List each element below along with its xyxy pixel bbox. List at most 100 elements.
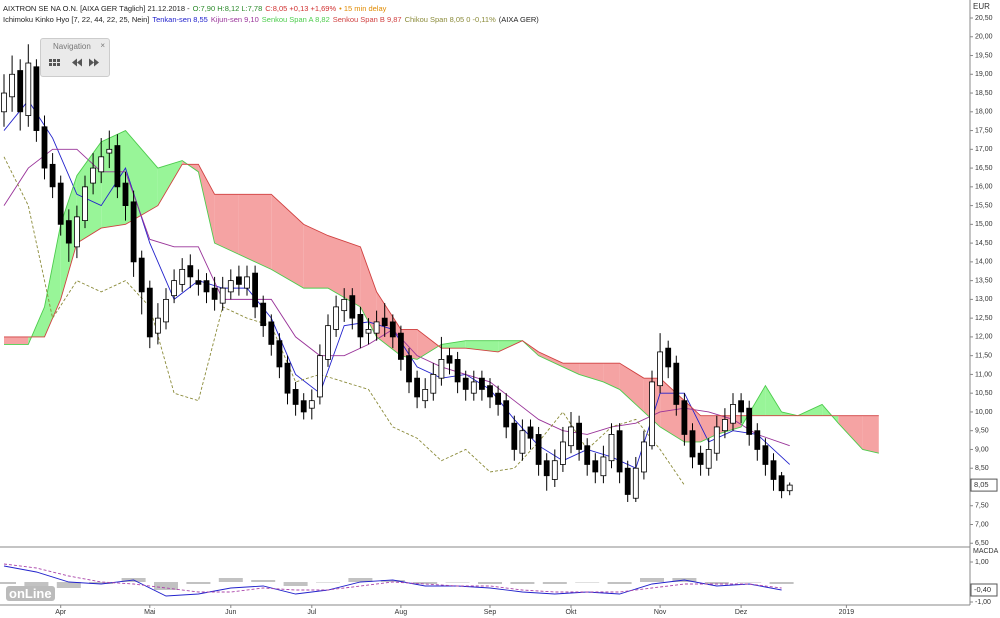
y-tick-label: 15,00 — [975, 221, 993, 228]
candle-body — [438, 359, 445, 379]
candle-body — [665, 347, 672, 368]
candle-body — [211, 287, 218, 300]
y-tick-label: 7,00 — [975, 521, 989, 528]
candle-body — [74, 216, 80, 248]
candle-body — [730, 404, 736, 424]
y-tick-label: 6,50 — [975, 540, 989, 547]
cloud-fill — [271, 194, 304, 289]
cloud-fill — [562, 363, 580, 375]
candle-body — [519, 430, 526, 454]
y-tick-label: 17,00 — [975, 146, 993, 153]
macd-bar — [316, 582, 340, 583]
candle-body — [235, 276, 242, 285]
macd-bar — [737, 582, 762, 583]
candle-body — [381, 317, 388, 327]
delay: • 15 min delay — [339, 4, 387, 13]
candle-body — [543, 460, 550, 477]
candle-body — [154, 317, 161, 334]
legend-entry: Senkou Span B 9,87 — [332, 15, 402, 24]
y-tick-label: 13,00 — [975, 296, 993, 303]
candle-body — [568, 426, 574, 447]
cloud-fill — [538, 351, 563, 367]
y-tick-label: 20,00 — [975, 34, 993, 41]
indicator: Ichimoku Kinko Hyo [7, 22, 44, 22, 25, N… — [3, 15, 150, 24]
candle-body — [227, 280, 234, 293]
cloud-fill — [303, 224, 328, 289]
x-tick-label: 2019 — [839, 609, 855, 616]
y-tick-label: 18,50 — [975, 90, 993, 97]
macd-bar — [0, 582, 16, 584]
macd-bar — [413, 582, 438, 584]
indicator-line — [3, 156, 685, 486]
x-tick-label: Sep — [484, 609, 497, 616]
macd-signal — [3, 563, 782, 593]
candle-body — [106, 148, 113, 154]
candle-body — [138, 257, 145, 293]
y-tick-label: 1,00 — [975, 559, 989, 566]
candle-body — [462, 377, 469, 390]
candle-body — [179, 268, 186, 285]
header-line: AIXTRON SE NA O.N. [AIXA GER Täglich] 21… — [3, 4, 389, 13]
candle-body — [17, 70, 24, 113]
candle-body — [414, 377, 421, 398]
candle-body — [689, 430, 696, 458]
cloud-fill — [238, 194, 272, 270]
candle-body — [778, 475, 785, 492]
candle-body — [9, 73, 16, 98]
candle-body — [292, 389, 299, 405]
nav-close[interactable]: × — [100, 41, 105, 50]
y-tick-label: 14,50 — [975, 240, 993, 247]
navigation[interactable]: Navigation × — [40, 38, 110, 77]
candle-body — [316, 355, 323, 398]
y-tick-label: 19,00 — [975, 71, 993, 78]
y-tick-label: 17,50 — [975, 127, 993, 134]
candle-body — [746, 407, 753, 435]
cloud-fill — [76, 141, 102, 244]
candle-body — [349, 295, 356, 319]
candle-body — [373, 321, 380, 334]
candle-body — [244, 276, 250, 289]
candle-body — [300, 400, 307, 413]
candle-body — [276, 340, 283, 368]
candle-body — [608, 434, 615, 462]
x-tick-label: Nov — [654, 609, 667, 616]
cloud-fill — [838, 415, 863, 450]
macd-bar — [510, 582, 535, 584]
candle-body — [357, 313, 364, 338]
legend-entry: Chikou Span 8,05 0 -0,11% — [404, 15, 496, 24]
candle-body — [770, 460, 777, 480]
candle-body — [470, 381, 477, 394]
candle-body — [697, 452, 704, 465]
cloud-fill — [700, 415, 717, 442]
candle-body — [341, 298, 348, 312]
y-tick-label: 19,50 — [975, 52, 993, 59]
candle-body — [446, 355, 453, 364]
candle-body — [657, 351, 663, 387]
macd-bar — [542, 582, 567, 584]
macd-title: MACDA — [973, 548, 999, 555]
x-tick-label: Jun — [225, 609, 236, 616]
candle-body — [535, 434, 542, 465]
candle-body — [268, 321, 275, 345]
candle-body — [171, 280, 178, 297]
y-tick-label: 12,00 — [975, 334, 993, 341]
x-tick-label: Mai — [144, 609, 156, 616]
macd-bar — [640, 578, 664, 582]
candle-body — [203, 280, 210, 293]
macd-bar — [575, 582, 600, 583]
candle-body — [1, 92, 7, 113]
y-tick-label: 13,50 — [975, 277, 993, 284]
macd-bar — [704, 582, 729, 584]
candle-body — [673, 362, 680, 405]
ohlc: O:7,90 H:8,12 L:7,78 — [192, 4, 263, 13]
y-tick-label: 15,50 — [975, 202, 993, 209]
candle-body — [713, 426, 720, 454]
y-tick-label: 16,00 — [975, 184, 993, 191]
candle-body — [163, 298, 169, 323]
candle-body — [600, 456, 607, 477]
legend-entry: Kijun-sen 9,10 — [210, 15, 259, 24]
y-tick-label: 12,50 — [975, 315, 993, 322]
candle-body — [325, 325, 331, 360]
cloud-fill — [765, 385, 782, 416]
